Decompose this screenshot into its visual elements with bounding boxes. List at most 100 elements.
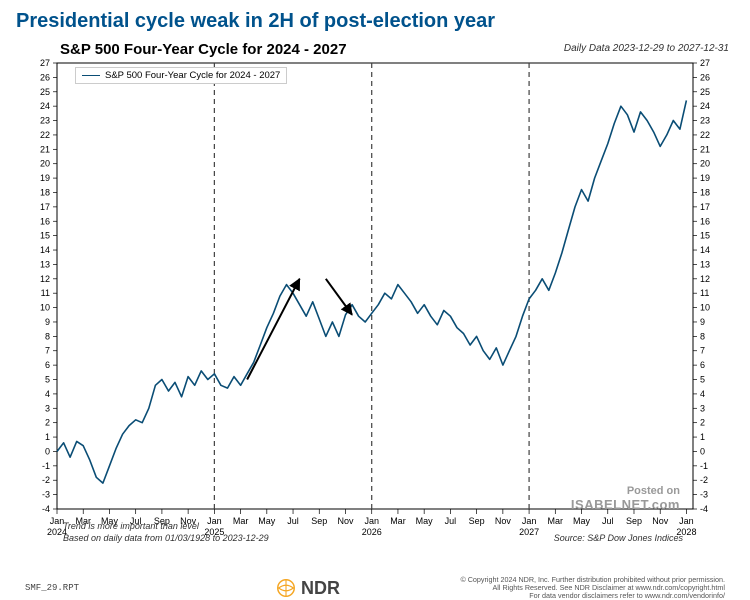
svg-text:May: May [258,516,276,526]
footnote-basis: Based on daily data from 01/03/1928 to 2… [63,533,269,543]
svg-text:21: 21 [40,144,50,154]
svg-text:Nov: Nov [337,516,354,526]
svg-text:10: 10 [700,303,710,313]
svg-text:15: 15 [700,231,710,241]
svg-text:Nov: Nov [495,516,512,526]
svg-text:23: 23 [700,116,710,126]
svg-text:14: 14 [700,245,710,255]
svg-text:23: 23 [40,116,50,126]
svg-text:17: 17 [40,202,50,212]
ndr-icon [275,577,297,599]
svg-text:-2: -2 [42,475,50,485]
svg-text:2: 2 [45,418,50,428]
svg-text:7: 7 [700,346,705,356]
svg-text:17: 17 [700,202,710,212]
svg-text:-3: -3 [42,490,50,500]
svg-text:26: 26 [40,72,50,82]
svg-text:3: 3 [45,403,50,413]
svg-text:24: 24 [700,101,710,111]
svg-text:19: 19 [700,173,710,183]
svg-text:-2: -2 [700,475,708,485]
svg-text:Sep: Sep [469,516,485,526]
chart-legend: S&P 500 Four-Year Cycle for 2024 - 2027 [75,67,287,84]
svg-text:May: May [573,516,591,526]
svg-text:Sep: Sep [311,516,327,526]
svg-text:20: 20 [40,159,50,169]
chart-container: S&P 500 Four-Year Cycle for 2024 - 2027 … [15,37,735,600]
svg-text:-1: -1 [42,461,50,471]
svg-text:14: 14 [40,245,50,255]
svg-text:25: 25 [700,87,710,97]
svg-text:20: 20 [700,159,710,169]
svg-text:5: 5 [700,375,705,385]
svg-text:Jan: Jan [364,516,379,526]
svg-text:8: 8 [45,331,50,341]
svg-text:4: 4 [45,389,50,399]
svg-text:16: 16 [40,216,50,226]
svg-text:Sep: Sep [626,516,642,526]
chart-svg: -4-4-3-3-2-2-1-1001122334455667788991010… [15,55,735,555]
svg-text:22: 22 [700,130,710,140]
svg-text:24: 24 [40,101,50,111]
svg-text:Jan: Jan [522,516,537,526]
svg-text:12: 12 [700,274,710,284]
brand-text: NDR [301,578,340,599]
svg-text:18: 18 [700,187,710,197]
svg-text:3: 3 [700,403,705,413]
svg-text:Mar: Mar [390,516,406,526]
svg-text:Jul: Jul [602,516,614,526]
svg-text:19: 19 [40,173,50,183]
page-title: Presidential cycle weak in 2H of post-el… [0,0,750,37]
svg-text:0: 0 [45,446,50,456]
footnote-trend: Trend is more important than level [63,521,199,531]
svg-text:13: 13 [700,259,710,269]
svg-text:6: 6 [700,360,705,370]
svg-text:25: 25 [40,87,50,97]
svg-text:2027: 2027 [519,527,539,537]
svg-text:Jan: Jan [207,516,222,526]
svg-text:12: 12 [40,274,50,284]
svg-text:1: 1 [700,432,705,442]
svg-text:1: 1 [45,432,50,442]
watermark-line2: ISABELNET.com [571,497,680,512]
legend-swatch [82,75,100,76]
watermark-line1: Posted on [571,485,680,497]
svg-text:27: 27 [40,58,50,68]
svg-text:8: 8 [700,331,705,341]
svg-text:Jan: Jan [679,516,694,526]
svg-text:4: 4 [700,389,705,399]
watermark: Posted on ISABELNET.com [571,485,680,512]
svg-text:15: 15 [40,231,50,241]
svg-text:Nov: Nov [652,516,669,526]
legend-label: S&P 500 Four-Year Cycle for 2024 - 2027 [105,70,280,81]
svg-text:-1: -1 [700,461,708,471]
svg-text:Jul: Jul [445,516,457,526]
svg-text:5: 5 [45,375,50,385]
svg-text:7: 7 [45,346,50,356]
copyright-line-3: For data vendor disclaimers refer to www… [415,592,725,600]
svg-text:Jul: Jul [287,516,299,526]
brand-logo: NDR [275,577,415,599]
svg-text:2026: 2026 [362,527,382,537]
svg-text:21: 21 [700,144,710,154]
svg-text:11: 11 [41,288,50,298]
svg-text:Mar: Mar [548,516,564,526]
source-note: Source: S&P Dow Jones Indices [554,533,683,543]
svg-text:22: 22 [40,130,50,140]
svg-text:11: 11 [700,288,709,298]
svg-text:13: 13 [40,259,50,269]
svg-text:-4: -4 [700,504,708,514]
svg-text:May: May [416,516,434,526]
svg-text:Mar: Mar [233,516,249,526]
svg-text:26: 26 [700,72,710,82]
chart-date-range: Daily Data 2023-12-29 to 2027-12-31 [564,43,729,54]
svg-text:27: 27 [700,58,710,68]
svg-text:10: 10 [40,303,50,313]
svg-text:-4: -4 [42,504,50,514]
svg-text:2: 2 [700,418,705,428]
copyright-block: © Copyright 2024 NDR, Inc. Further distr… [415,576,725,600]
svg-text:9: 9 [700,317,705,327]
footer-bar: SMF_29.RPT NDR © Copyright 2024 NDR, Inc… [15,569,735,600]
svg-text:9: 9 [45,317,50,327]
svg-text:16: 16 [700,216,710,226]
